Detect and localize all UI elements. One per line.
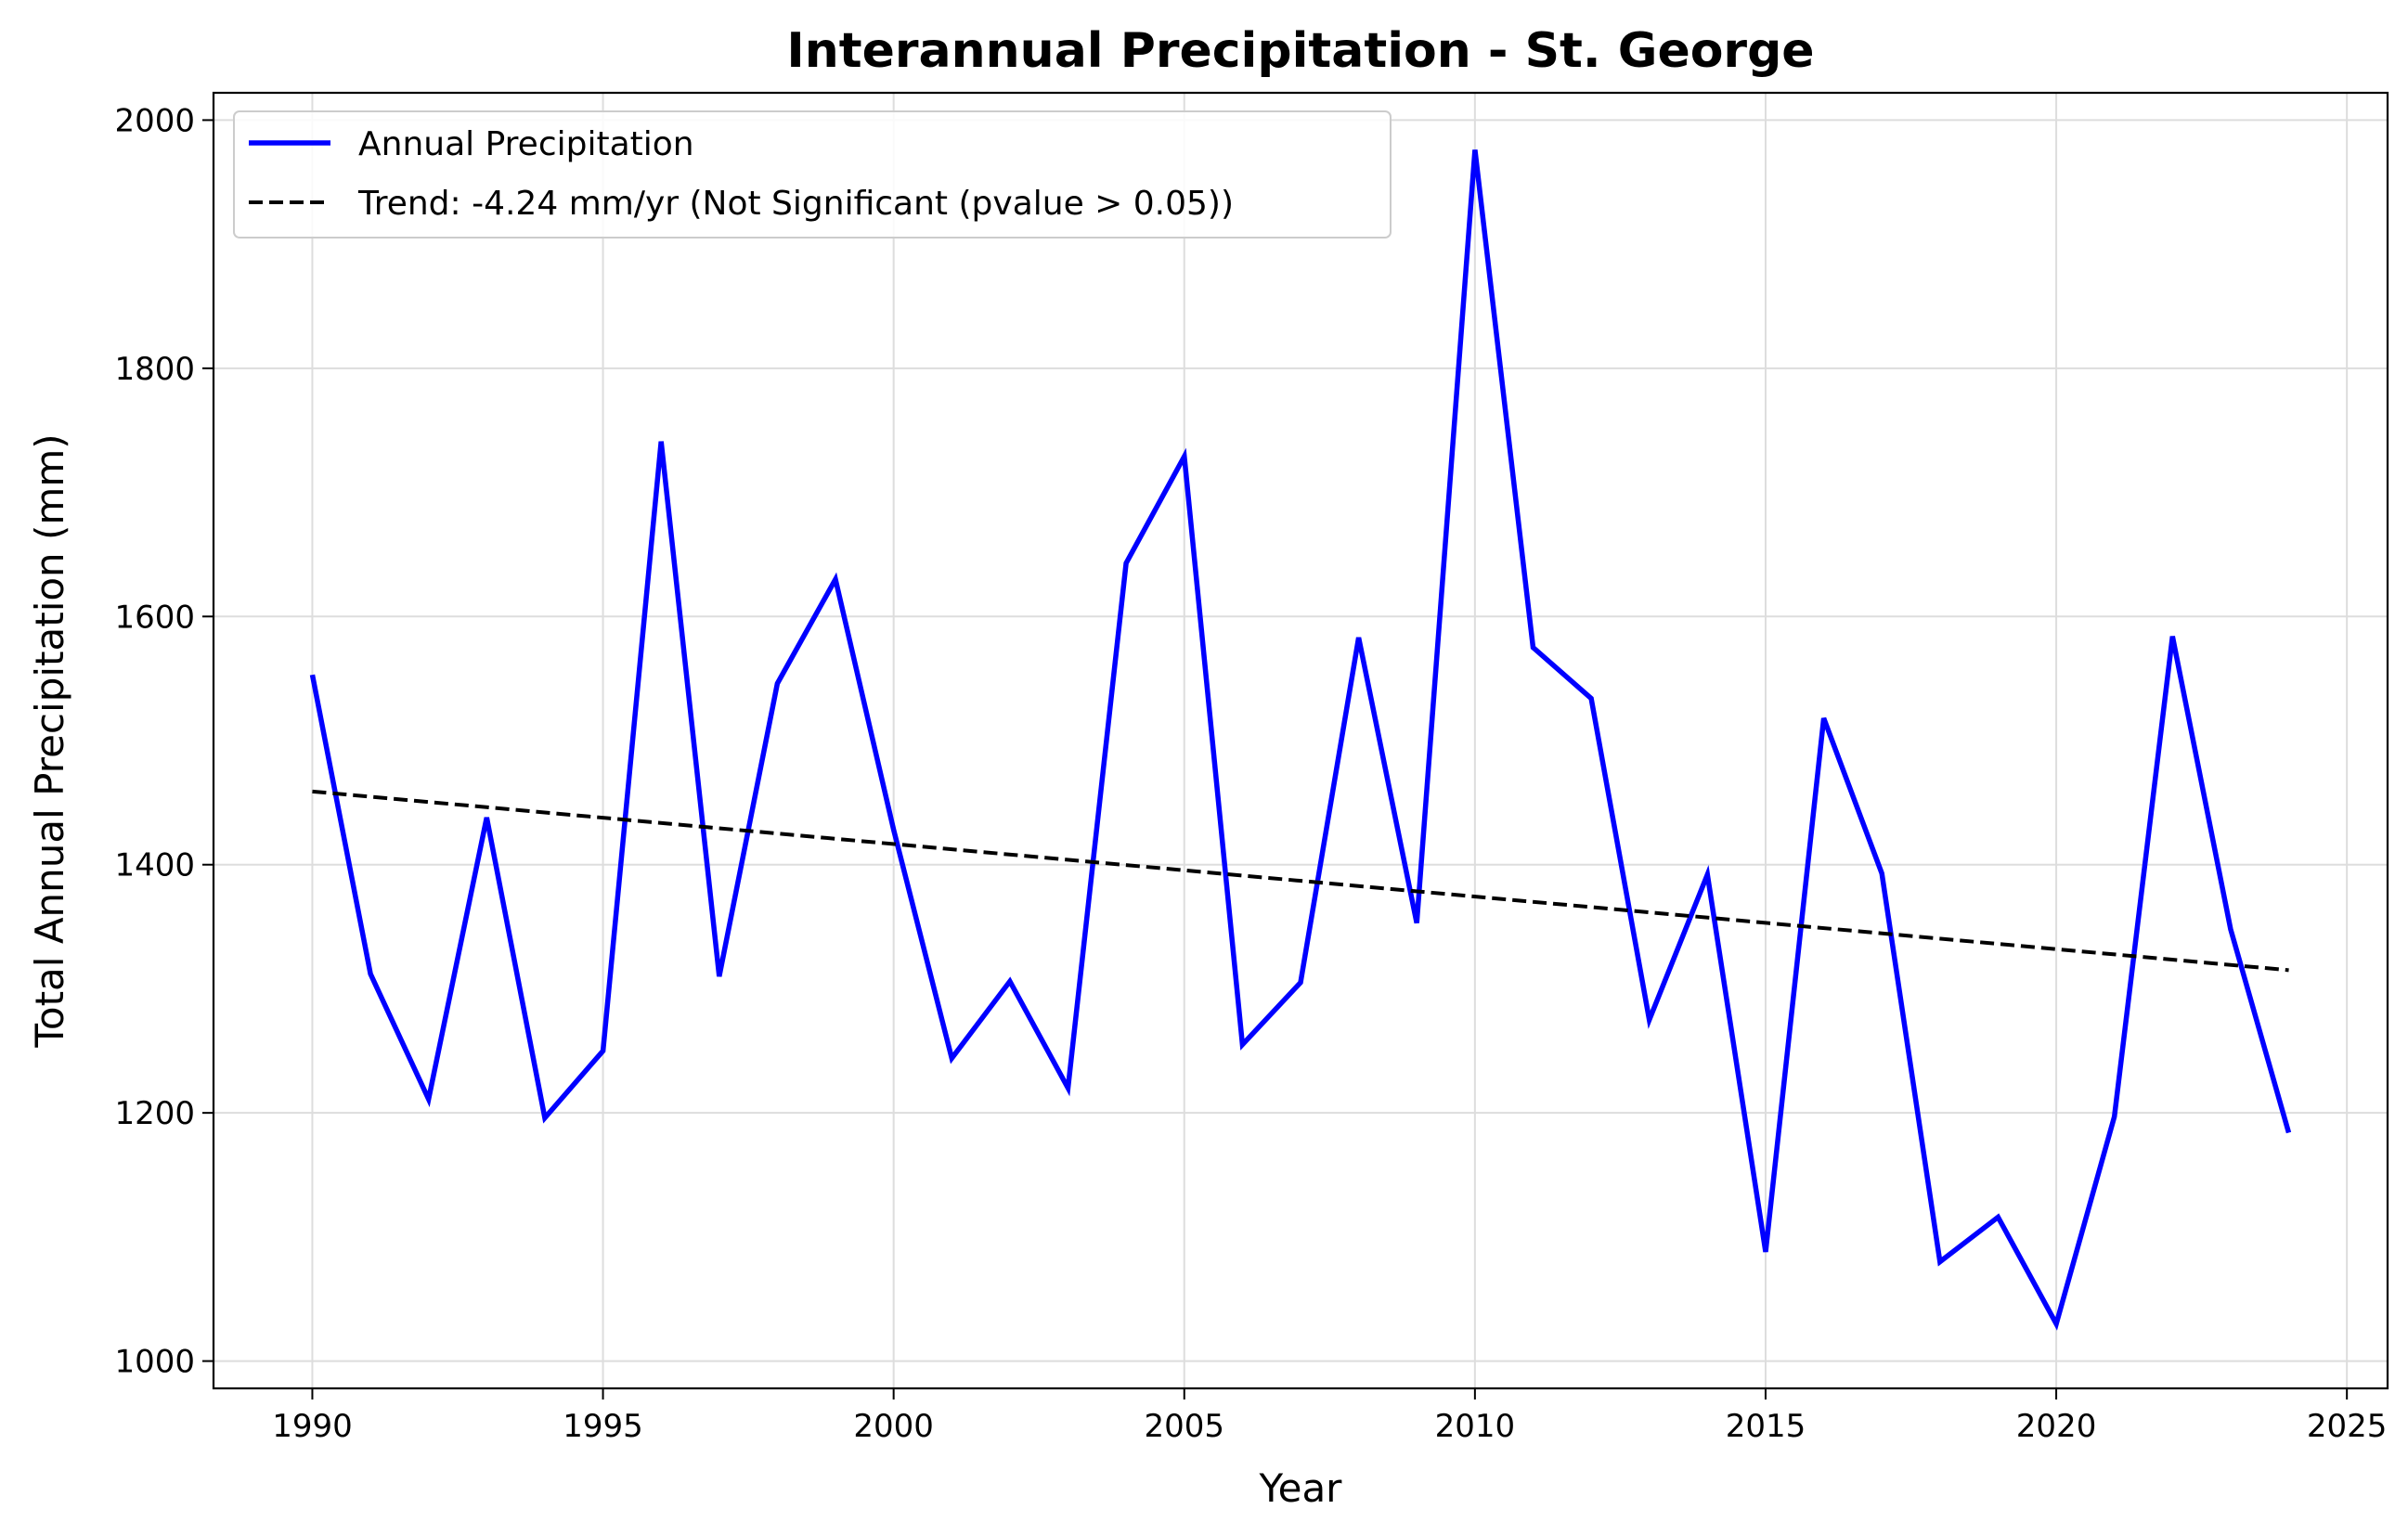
y-tick-label: 1600: [114, 599, 195, 636]
legend-label-annual-precipitation: Annual Precipitation: [358, 125, 694, 163]
x-tick-label: 2025: [2307, 1408, 2388, 1445]
annual-precipitation-line: [309, 149, 2292, 1331]
x-axis-label: Year: [1259, 1465, 1343, 1511]
x-tick-label: 2005: [1144, 1408, 1224, 1445]
plot-frame: [212, 91, 2389, 1390]
y-tick-label: 1800: [114, 351, 195, 388]
trend-line: [312, 789, 2289, 973]
x-tick-label: 2000: [853, 1408, 934, 1445]
legend: Annual Precipitation Trend: -4.24 mm/yr (…: [233, 110, 1392, 239]
y-tick-label: 1200: [114, 1095, 195, 1132]
y-tick-label: 1400: [114, 847, 195, 884]
x-tick-label: 2020: [2016, 1408, 2097, 1445]
x-tick-label: 1995: [563, 1408, 643, 1445]
legend-label-trend: Trend: -4.24 mm/yr (Not Significant (pva…: [357, 185, 1234, 223]
y-tick-label: 2000: [114, 102, 195, 139]
y-axis-label: Total Annual Precipitation (mm): [27, 433, 72, 1048]
series-layer: [309, 149, 2292, 1331]
x-tick-label: 2015: [1726, 1408, 1806, 1445]
ticks: 1990 1995 2000 2005 2010 2015 2020 2025 1000 1200…: [114, 102, 2387, 1445]
chart-title: Interannual Precipitation - St. George: [786, 23, 1814, 79]
legend-box: [233, 110, 1392, 239]
y-tick-label: 1000: [114, 1344, 195, 1381]
x-tick-label: 2010: [1435, 1408, 1516, 1445]
x-tick-label: 1990: [272, 1408, 353, 1445]
